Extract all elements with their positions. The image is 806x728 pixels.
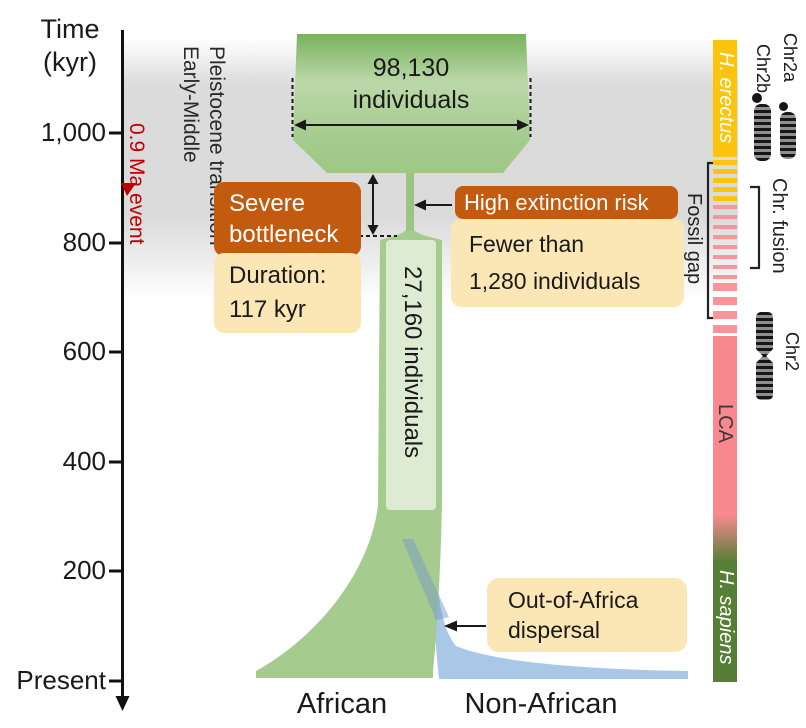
column-population-label: 27,160 individuals (399, 266, 426, 459)
extinction-risk-title: High extinction risk (464, 189, 649, 215)
lca-label: LCA (714, 404, 736, 443)
time-axis-line (109, 30, 130, 711)
gap-dash-yellow (713, 196, 737, 201)
gap-dash-pink-thin (713, 275, 737, 279)
gap-dash-pink-thick (713, 283, 737, 291)
top-population-unit: individuals (352, 86, 470, 114)
african-branch-label: African (296, 688, 388, 720)
chromosome-chr2a-knob-icon (779, 102, 788, 111)
severe-bottleneck-line1: Severe (229, 190, 306, 217)
tick-label-1000: 1,000 (40, 117, 106, 147)
dispersal-branch-overlap (402, 539, 449, 620)
chromosome-chr2a-icon (780, 112, 796, 159)
chromosome-chr2b-knob-icon (752, 93, 762, 103)
lca-sapiens-gradient (713, 515, 737, 562)
gap-dash-yellow (713, 187, 737, 192)
gap-dash-pink-thin (713, 245, 737, 249)
gap-dash-pink-thin (713, 255, 737, 259)
gap-dash-yellow (713, 178, 737, 183)
gap-dash-pink-thin (713, 235, 737, 239)
ma-event-label: 0.9 Ma event (125, 123, 148, 245)
tick-label-200: 200 (62, 555, 106, 585)
bottleneck-duration-arrow (367, 174, 379, 235)
severe-bottleneck-line2: bottleneck (229, 221, 339, 248)
dispersal-line1: Out-of-Africa (508, 587, 639, 613)
event-marker-icon (121, 183, 136, 196)
fossil-gap-dashes (713, 0, 737, 728)
axis-title-line1: Time (40, 14, 100, 44)
gap-dash-pink-thick (713, 297, 737, 305)
bottleneck-stem (406, 171, 414, 231)
chr2-label: Chr2 (782, 332, 802, 372)
axis-title: Time (kyr) (26, 13, 114, 79)
gap-dash-pink-thick (713, 311, 737, 319)
chr2a-label: Chr2a (780, 33, 800, 83)
extinction-risk-body: Fewer than 1,280 individuals (451, 219, 684, 307)
gap-dash-yellow (713, 169, 737, 174)
extinction-body-line2: 1,280 individuals (469, 268, 641, 294)
tick-label-600: 600 (62, 336, 106, 366)
severe-bottleneck-label: Severe bottleneck (214, 182, 361, 256)
tick-label-present: Present (16, 665, 106, 695)
transition-label-line1: Early-Middle (179, 46, 202, 163)
chromosome-chr2-icon (756, 312, 773, 400)
population-tree-top-block (293, 34, 530, 173)
gap-dash-pink-thick (713, 325, 737, 333)
tick-label-800: 800 (62, 227, 106, 257)
chr-fusion-label: Chr. fusion (768, 178, 790, 274)
bottleneck-duration-label: Duration: 117 kyr (214, 253, 361, 333)
h-sapiens-bar (713, 562, 737, 682)
tick-label-400: 400 (62, 446, 106, 476)
gap-dash-pink-thin (713, 205, 737, 209)
gap-dash-pink-thin (713, 225, 737, 229)
top-population-value: 98,130 (372, 54, 450, 82)
non-african-branch-label: Non-African (464, 688, 618, 720)
chr2b-label: Chr2b (753, 44, 773, 94)
axis-title-line2: (kyr) (43, 47, 97, 77)
bottleneck-duration-line1: Duration: (229, 262, 327, 289)
chr-fusion-bracket (750, 185, 761, 270)
lca-bar (713, 336, 737, 515)
dispersal-arrow-icon (444, 620, 486, 632)
fossil-gap-bracket (706, 161, 717, 320)
h-erectus-label: H. erectus (715, 52, 737, 144)
gap-dash-pink-thin (713, 265, 737, 269)
gap-dash-yellow (713, 160, 737, 165)
fossil-gap-label: Fossil gap (683, 193, 705, 285)
extinction-arrow-icon (414, 199, 452, 211)
gap-dash-pink-thin (713, 215, 737, 219)
chromosome-chr2b-icon (754, 104, 771, 161)
extinction-risk-label: High extinction risk (455, 186, 678, 219)
extinction-body-line1: Fewer than (469, 231, 585, 257)
column-population-box (386, 240, 436, 510)
dispersal-label: Out-of-Africa dispersal (487, 578, 687, 652)
h-sapiens-label: H. sapiens (715, 570, 737, 665)
width-arrow (294, 119, 529, 131)
non-african-lineage-shape (432, 542, 688, 679)
dispersal-line2: dispersal (508, 617, 601, 643)
h-erectus-bar (713, 40, 737, 157)
bottleneck-duration-line2: 117 kyr (229, 296, 306, 323)
